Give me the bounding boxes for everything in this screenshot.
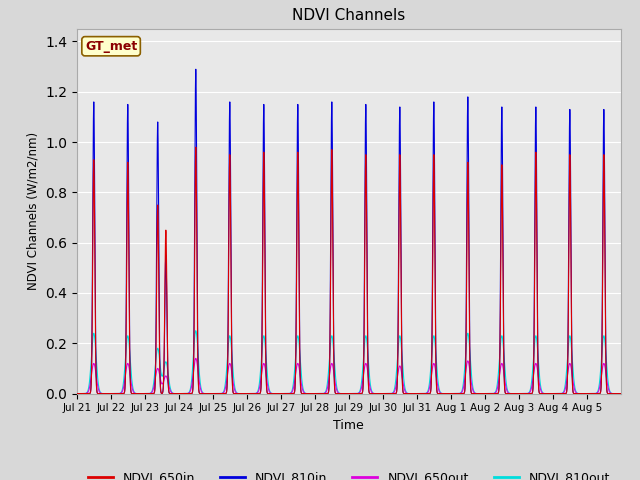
Legend: NDVI_650in, NDVI_810in, NDVI_650out, NDVI_810out: NDVI_650in, NDVI_810in, NDVI_650out, NDV… [83,467,615,480]
Y-axis label: NDVI Channels (W/m2/nm): NDVI Channels (W/m2/nm) [26,132,40,290]
Text: GT_met: GT_met [85,40,137,53]
X-axis label: Time: Time [333,419,364,432]
Title: NDVI Channels: NDVI Channels [292,9,405,24]
